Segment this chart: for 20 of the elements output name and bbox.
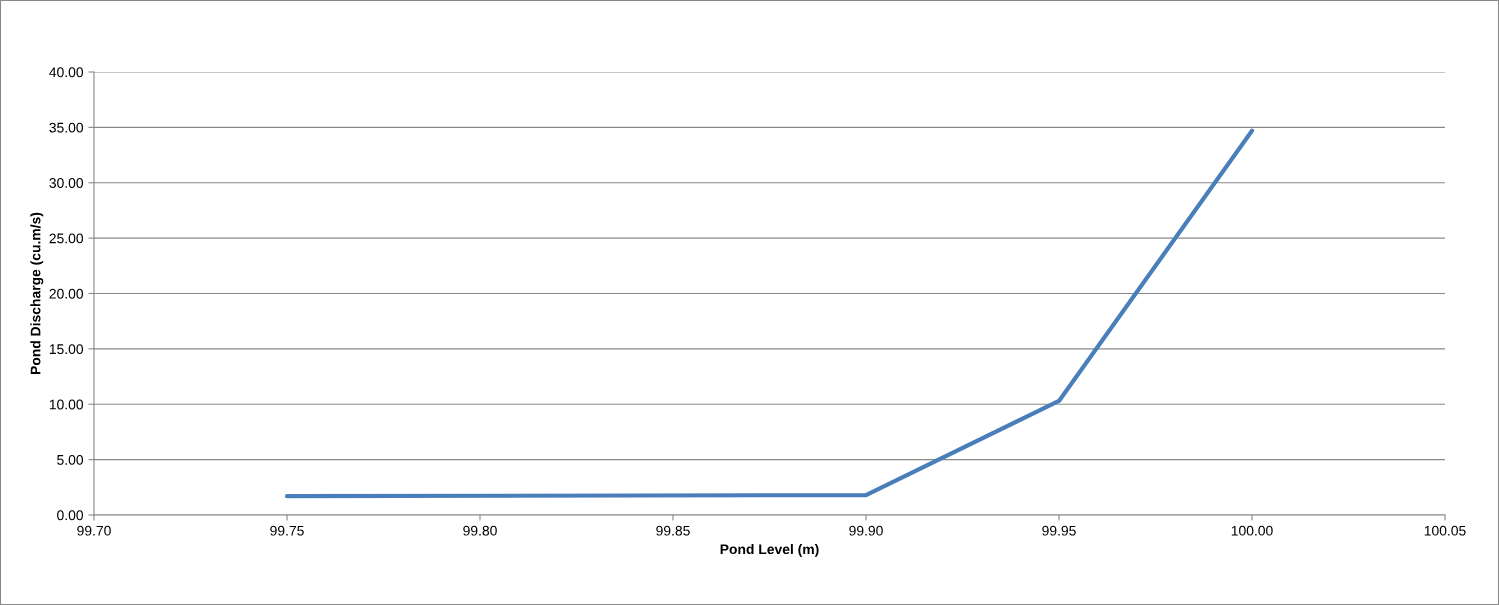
y-tick-label: 15.00 [49, 344, 84, 355]
y-tick-label: 0.00 [57, 510, 84, 521]
x-tick-label: 99.85 [656, 525, 690, 536]
x-tick-label: 99.95 [1042, 525, 1076, 536]
y-tick-label: 25.00 [49, 233, 84, 244]
x-tick-label: 99.70 [77, 525, 111, 536]
y-tick-label: 40.00 [49, 67, 84, 78]
x-tick-label: 100.00 [1231, 525, 1273, 536]
x-tick-label: 99.75 [270, 525, 304, 536]
x-tick-label: 99.90 [849, 525, 883, 536]
x-tick-label: 100.05 [1424, 525, 1466, 536]
x-tick-label: 99.80 [463, 525, 497, 536]
y-tick-label: 35.00 [49, 122, 84, 133]
x-axis-title: Pond Level (m) [720, 543, 819, 557]
y-tick-label: 5.00 [57, 454, 84, 465]
y-tick-label: 10.00 [49, 399, 84, 410]
y-axis-title: Pond Discharge (cu.m/s) [30, 212, 44, 374]
line-series [284, 128, 1255, 499]
y-tick-label: 30.00 [49, 178, 84, 188]
y-tick-label: 20.00 [49, 288, 84, 299]
